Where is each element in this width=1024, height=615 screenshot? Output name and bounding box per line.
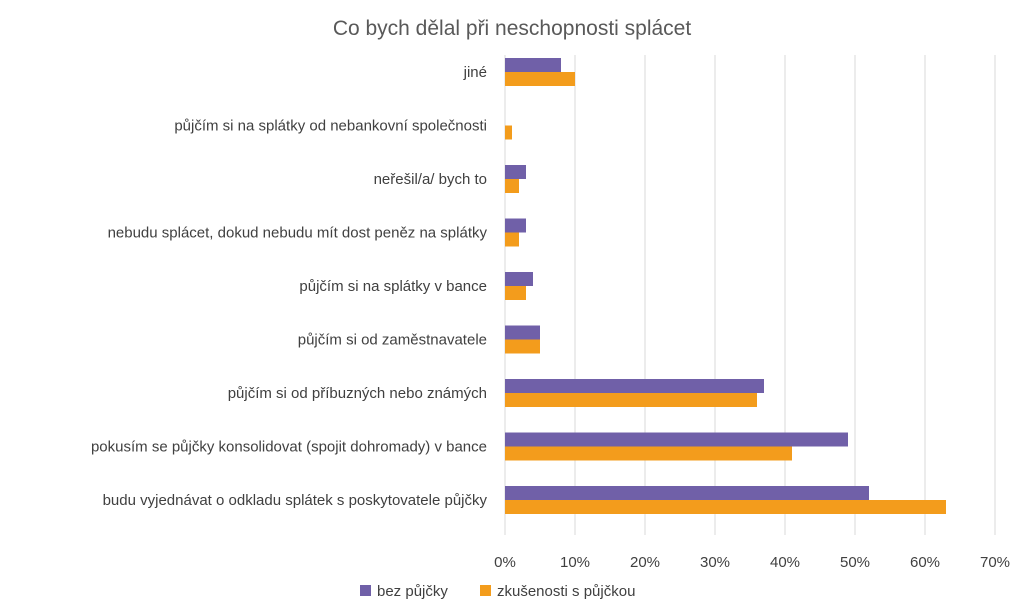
category-label: nebudu splácet, dokud nebudu mít dost pe… [108, 225, 488, 242]
chart-title: Co bych dělal při neschopnosti splácet [333, 17, 692, 40]
bars [505, 58, 946, 514]
category-label: neřešil/a/ bych to [374, 171, 487, 188]
bar [505, 339, 540, 354]
x-tick-label: 10% [560, 554, 590, 571]
bar [505, 393, 757, 407]
bar [505, 272, 533, 286]
bar [505, 218, 526, 233]
legend-label: bez půjčky [377, 583, 448, 600]
x-tick-label: 0% [494, 554, 516, 571]
bar [505, 179, 519, 193]
category-label: půjčím si na splátky v bance [299, 278, 487, 295]
legend-item: bez půjčky [360, 583, 448, 600]
bar [505, 232, 519, 247]
bar [505, 379, 764, 393]
category-label: budu vyjednávat o odkladu splátek s posk… [103, 492, 488, 509]
category-label: půjčím si od příbuzných nebo známých [228, 385, 487, 402]
x-tick-label: 30% [700, 554, 730, 571]
category-label: jiné [463, 64, 487, 81]
bar [505, 432, 848, 447]
x-tick-label: 20% [630, 554, 660, 571]
bar [505, 286, 526, 300]
category-label: pokusím se půjčky konsolidovat (spojit d… [91, 439, 487, 456]
x-tick-label: 70% [980, 554, 1010, 571]
x-tick-label: 60% [910, 554, 940, 571]
x-tick-label: 40% [770, 554, 800, 571]
bar [505, 486, 869, 500]
category-labels: jiné půjčím si na splátky od nebankovní s… [91, 64, 488, 509]
bar [505, 500, 946, 514]
legend-swatch [360, 585, 371, 596]
x-tick-label: 50% [840, 554, 870, 571]
gridlines [504, 55, 996, 535]
bar [505, 165, 526, 179]
bar [505, 325, 540, 340]
bar [505, 125, 512, 140]
legend: bez půjčky zkušenosti s půjčkou [360, 583, 635, 600]
legend-item: zkušenosti s půjčkou [480, 583, 635, 600]
category-label: půjčím si na splátky od nebankovní spole… [174, 118, 487, 135]
bar [505, 72, 575, 86]
bar [505, 58, 561, 72]
bar [505, 446, 792, 461]
legend-swatch [480, 585, 491, 596]
category-label: půjčím si od zaměstnavatele [298, 332, 487, 349]
x-tick-labels: 0% 10% 20% 30% 40% 50% 60% 70% [494, 554, 1010, 571]
legend-label: zkušenosti s půjčkou [497, 583, 635, 600]
